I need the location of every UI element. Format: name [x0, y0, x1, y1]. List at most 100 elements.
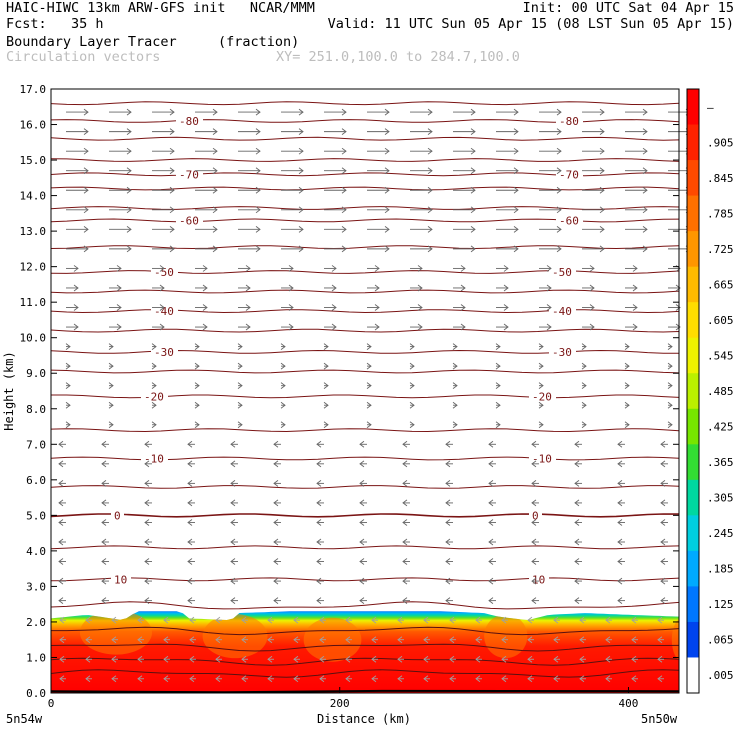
- wind-vector-head: [624, 401, 630, 409]
- wind-vector-head: [341, 147, 347, 155]
- wind-vector-head: [83, 167, 89, 175]
- wind-vector-head: [657, 636, 663, 644]
- wind-vector-head: [660, 558, 666, 565]
- wind-vector-head: [488, 597, 494, 604]
- wind-vector-head: [513, 167, 519, 175]
- wind-vector-head: [126, 128, 132, 135]
- wind-vector-head: [488, 538, 494, 546]
- wind-vector-head: [488, 440, 494, 448]
- wind-vector-head: [460, 265, 466, 272]
- isotherm-line: [50, 186, 680, 191]
- wind-vector-head: [531, 577, 537, 585]
- wind-vector-head: [267, 655, 273, 663]
- wind-vector-head: [359, 499, 365, 507]
- wind-vector-head: [288, 304, 294, 311]
- wind-vector-head: [241, 675, 247, 683]
- wind-vector-head: [556, 225, 562, 233]
- wind-vector-head: [409, 401, 415, 409]
- colorbar-swatch: [687, 586, 699, 623]
- colorbar-swatch: [687, 479, 699, 516]
- wind-vector-head: [212, 225, 218, 233]
- y-tick-label: 6.0: [26, 474, 46, 487]
- y-tick-label: 4.0: [26, 545, 46, 558]
- wind-vector-head: [402, 519, 408, 526]
- wind-vector-head: [642, 167, 648, 175]
- wind-vector-head: [660, 460, 666, 468]
- wind-vector-head: [187, 597, 193, 604]
- wind-vector-head: [111, 655, 117, 663]
- wind-vector-head: [556, 186, 562, 194]
- wind-vector-head: [631, 675, 637, 683]
- wind-vector-head: [397, 616, 403, 624]
- isotherm-line: [50, 545, 680, 550]
- wind-vector-head: [255, 147, 261, 155]
- contour-label-bg: [549, 305, 576, 318]
- contour-label: -60: [559, 214, 579, 227]
- wind-vector-head: [513, 186, 519, 194]
- contour-label-bg: [529, 390, 556, 403]
- wind-vector-head: [73, 304, 79, 311]
- x-axis-label: Distance (km): [317, 712, 411, 726]
- wind-vector-head: [273, 577, 279, 585]
- wind-vector-head: [169, 206, 175, 214]
- wind-vector-head: [126, 186, 132, 194]
- wind-vector-head: [293, 616, 299, 624]
- wind-vector-head: [371, 636, 377, 644]
- wind-vector-head: [384, 206, 390, 214]
- wind-vector-head: [503, 284, 509, 292]
- contour-label: -30: [552, 346, 572, 359]
- wind-vector-head: [65, 343, 71, 350]
- wind-vector-head: [574, 519, 580, 526]
- wind-vector-head: [397, 636, 403, 644]
- wind-vector-head: [194, 343, 200, 350]
- colorbar-swatch: [687, 266, 699, 303]
- wind-vector-head: [538, 421, 544, 429]
- wind-vector-head: [293, 636, 299, 644]
- wind-vector-head: [230, 499, 236, 507]
- vector-label: Circulation vectors: [6, 49, 161, 65]
- wind-vector-head: [409, 382, 415, 390]
- wind-vector-head: [402, 480, 408, 487]
- wind-vector-head: [599, 108, 605, 116]
- wind-vector-head: [657, 655, 663, 663]
- wind-vector-head: [151, 343, 157, 350]
- contour-label: 0: [114, 509, 121, 522]
- wind-vector-head: [359, 519, 365, 526]
- wind-vector-head: [374, 323, 380, 331]
- contour-label-bg: [176, 168, 203, 181]
- wind-vector-head: [85, 675, 91, 683]
- wind-vector-head: [111, 616, 117, 624]
- contour-label-bg: [556, 168, 583, 181]
- wind-vector-head: [293, 675, 299, 683]
- wind-vector-head: [163, 655, 169, 663]
- colorbar-frame: [686, 88, 700, 694]
- wind-vector-head: [108, 421, 114, 429]
- y-tick-label: 2.0: [26, 616, 46, 629]
- wind-vector-head: [452, 343, 458, 350]
- wind-vector-head: [675, 323, 681, 331]
- colorbar-swatch: [687, 621, 699, 658]
- wind-vector-head: [73, 323, 79, 331]
- wind-vector-head: [163, 616, 169, 624]
- wind-vector-head: [194, 362, 200, 370]
- field-units: (fraction): [218, 34, 300, 50]
- wind-vector-head: [202, 304, 208, 311]
- contour-label-bg: [111, 509, 124, 522]
- wind-vector-head: [298, 147, 304, 155]
- wind-vector-head: [59, 675, 65, 683]
- wind-vector-head: [501, 675, 507, 683]
- y-tick-label: 1.0: [26, 651, 46, 664]
- wind-vector-head: [73, 265, 79, 272]
- wind-vector-head: [255, 128, 261, 135]
- contour-label: -20: [532, 390, 552, 403]
- wind-vector-head: [280, 421, 286, 429]
- wind-vector-head: [402, 577, 408, 585]
- wind-vector-head: [452, 421, 458, 429]
- y-tick-label: 3.0: [26, 580, 46, 593]
- wind-vector-head: [488, 519, 494, 526]
- wind-vector-head: [194, 382, 200, 390]
- wind-vector-head: [427, 167, 433, 175]
- wind-vector-head: [85, 636, 91, 644]
- wind-vector-head: [617, 460, 623, 468]
- wind-vector-head: [359, 577, 365, 585]
